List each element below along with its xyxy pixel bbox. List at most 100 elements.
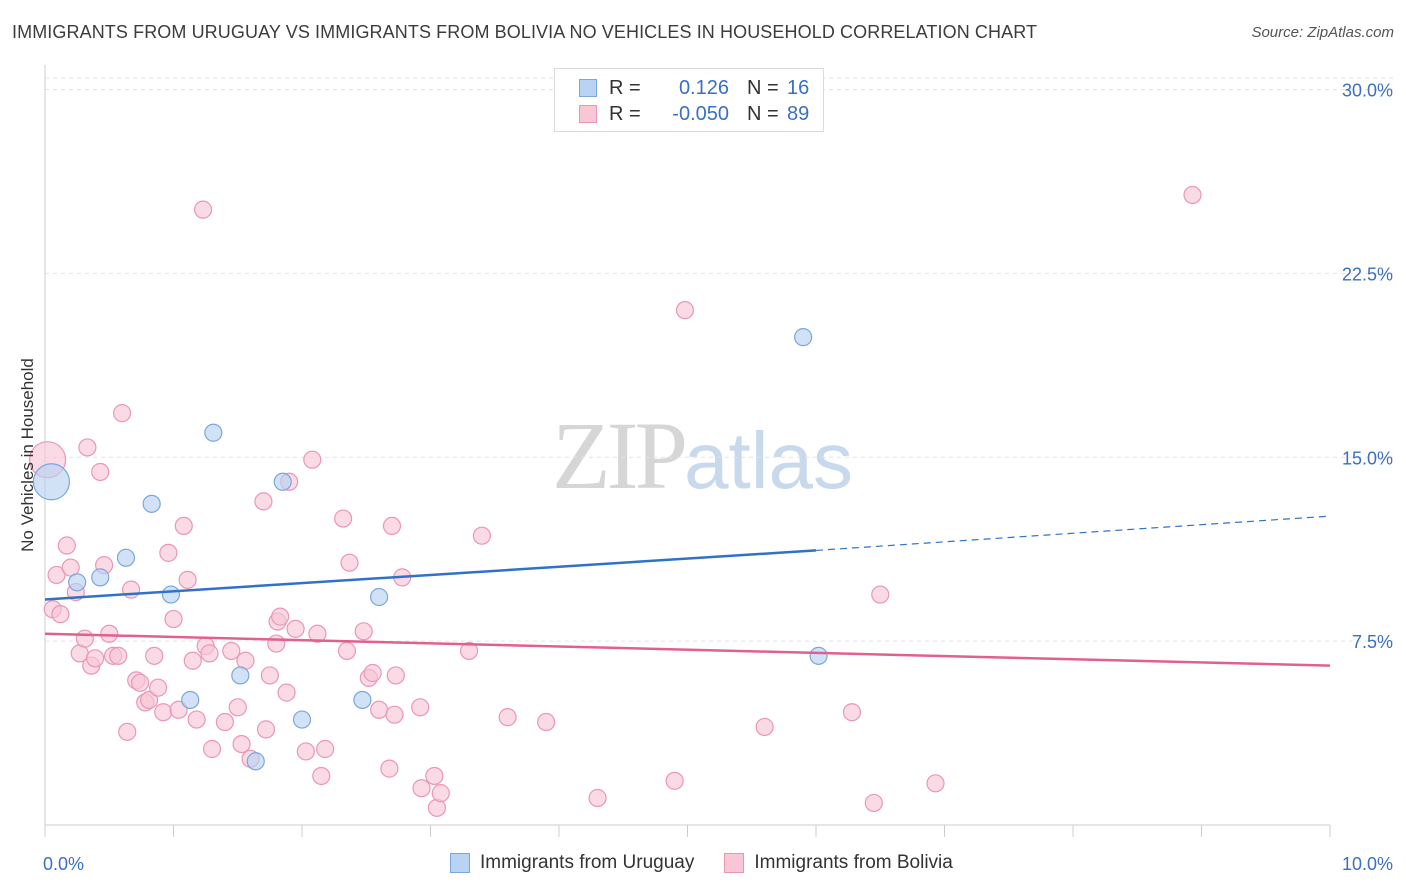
uruguay-point xyxy=(91,568,110,587)
bolivia-point xyxy=(271,607,290,626)
bolivia-point xyxy=(159,543,178,562)
bolivia-point xyxy=(148,678,168,697)
bolivia-point xyxy=(174,516,193,536)
bolivia-point xyxy=(193,200,213,219)
uruguay-point xyxy=(204,423,223,442)
uruguay-point xyxy=(116,548,136,567)
uruguay-point xyxy=(68,573,87,592)
bolivia-point xyxy=(340,553,359,572)
bolivia-point xyxy=(382,516,402,536)
bolivia-point xyxy=(164,609,183,629)
bolivia-point xyxy=(386,666,405,685)
bolivia-point xyxy=(472,526,491,545)
bolivia-point xyxy=(109,646,128,665)
bolivia-point xyxy=(675,301,695,320)
uruguay-trend-line xyxy=(44,549,817,601)
y-tick-label: 22.5% xyxy=(1342,264,1393,284)
bolivia-point xyxy=(334,509,353,528)
bolivia-point xyxy=(308,624,327,643)
bolivia-point xyxy=(842,703,862,722)
bolivia-point xyxy=(130,673,150,692)
bolivia-point xyxy=(267,634,286,653)
bolivia-legend-swatch xyxy=(724,853,745,873)
bolivia-point xyxy=(296,742,315,761)
bolivia-point xyxy=(380,759,399,778)
bolivia-point xyxy=(200,644,219,663)
uruguay-point xyxy=(161,585,181,604)
series-legend: Immigrants from Uruguay Immigrants from … xyxy=(450,852,983,874)
legend-row-uruguay: R = 0.126 N = 16 xyxy=(579,76,809,100)
bolivia-point xyxy=(537,712,556,732)
bolivia-point xyxy=(412,779,431,798)
bolivia-point xyxy=(277,683,296,702)
bolivia-point xyxy=(312,766,331,786)
legend-item-uruguay[interactable]: Immigrants from Uruguay xyxy=(450,852,694,874)
bolivia-point xyxy=(187,710,206,729)
legend-item-label: Immigrants from Uruguay xyxy=(480,852,695,873)
y-axis-label: No Vehicles in Household xyxy=(18,358,37,552)
bolivia-point xyxy=(86,649,105,668)
bolivia-swatch xyxy=(579,105,597,123)
uruguay-point xyxy=(273,472,292,491)
bolivia-point xyxy=(316,739,335,759)
uruguay-swatch xyxy=(579,79,597,97)
bolivia-point xyxy=(91,462,110,482)
bolivia-point xyxy=(459,641,479,661)
x-tick-label: 10.0% xyxy=(1342,854,1393,874)
uruguay-point xyxy=(353,690,372,710)
bolivia-point xyxy=(47,565,66,585)
bolivia-point xyxy=(385,705,404,724)
bolivia-point xyxy=(498,708,517,727)
legend-item-bolivia[interactable]: Immigrants from Bolivia xyxy=(724,852,953,874)
bolivia-trend-line xyxy=(44,632,1331,667)
uruguay-legend-swatch xyxy=(450,853,470,873)
bolivia-point xyxy=(1183,185,1202,205)
bolivia-point xyxy=(425,766,444,786)
legend-n-value: 89 xyxy=(787,102,810,125)
bolivia-point xyxy=(183,651,202,670)
legend-item-label: Immigrants from Bolivia xyxy=(754,852,953,873)
x-tick-label: 0.0% xyxy=(43,854,84,874)
uruguay-point xyxy=(231,666,250,685)
bolivia-point xyxy=(232,734,251,754)
bolivia-point xyxy=(256,720,276,739)
legend-r-value: 0.126 xyxy=(678,76,729,99)
watermark-zip: ZIP xyxy=(552,402,688,509)
bolivia-point xyxy=(864,793,883,813)
uruguay-trend-extension xyxy=(815,515,1331,552)
uruguay-point xyxy=(142,494,161,513)
bolivia-point xyxy=(354,622,373,641)
bolivia-point xyxy=(118,722,137,741)
bolivia-point xyxy=(665,771,684,790)
bolivia-point xyxy=(254,492,273,511)
bolivia-point xyxy=(303,450,322,469)
bolivia-point xyxy=(337,641,357,661)
bolivia-point xyxy=(588,788,607,808)
bolivia-point xyxy=(370,700,389,719)
watermark: ZIPatlas xyxy=(552,400,853,511)
legend-n-label: N = xyxy=(747,102,779,125)
legend-r-value: -0.050 xyxy=(672,102,729,125)
uruguay-point xyxy=(246,752,265,771)
bolivia-point xyxy=(78,438,97,457)
bolivia-point xyxy=(363,663,382,683)
uruguay-point xyxy=(292,710,312,729)
bolivia-point xyxy=(222,641,241,661)
correlation-legend: R = 0.126 N = 16 R = -0.050 N = 89 xyxy=(554,68,824,132)
legend-r-label: R = xyxy=(609,76,641,99)
bolivia-point xyxy=(112,404,132,423)
uruguay-point xyxy=(370,587,389,607)
y-tick-label: 7.5% xyxy=(1352,632,1393,652)
bolivia-point xyxy=(139,690,159,710)
legend-n-value: 16 xyxy=(787,76,810,99)
bolivia-point xyxy=(169,700,188,719)
y-tick-label: 30.0% xyxy=(1342,81,1393,101)
watermark-atlas: atlas xyxy=(684,416,853,505)
bolivia-point xyxy=(145,646,164,665)
bolivia-point xyxy=(215,712,234,732)
bolivia-point xyxy=(75,629,94,648)
bolivia-point xyxy=(260,666,279,685)
bolivia-point xyxy=(100,624,119,643)
source-label: Source: ZipAtlas.com xyxy=(1251,24,1394,41)
